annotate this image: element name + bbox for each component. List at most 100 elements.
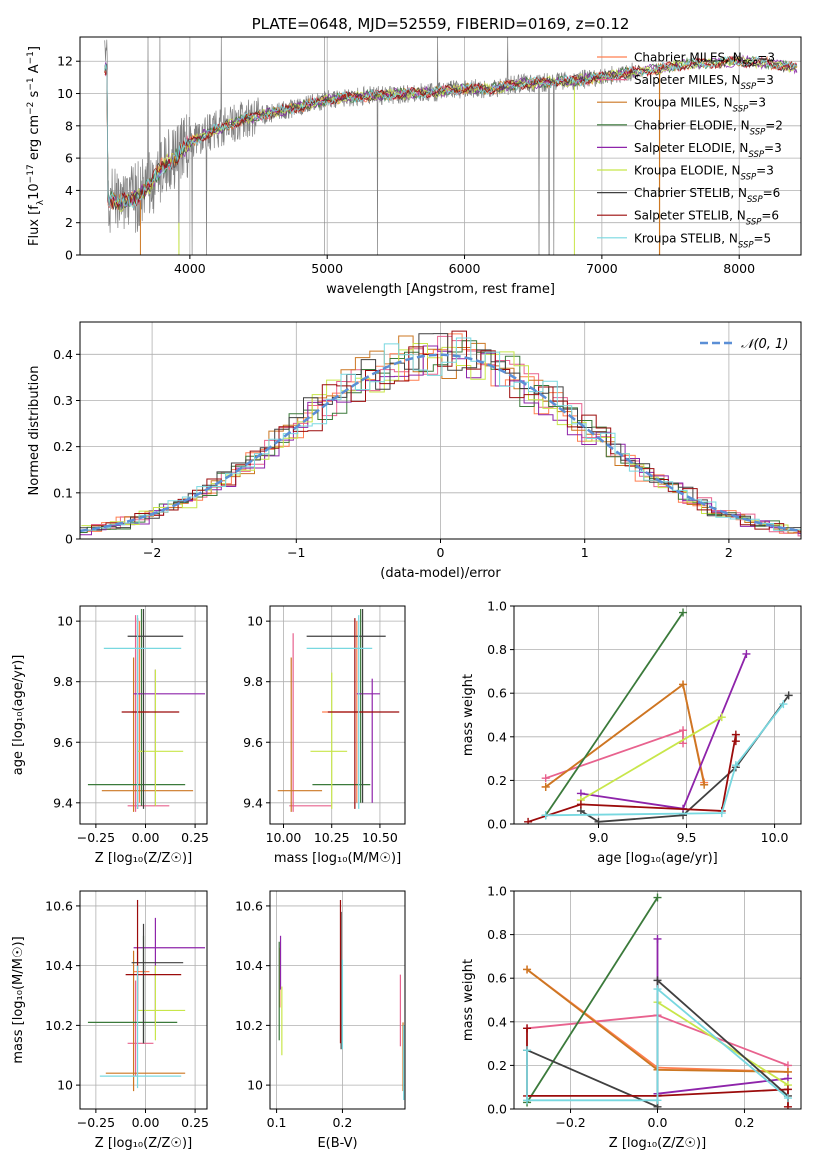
series-marker — [653, 1096, 662, 1105]
y-tick-label: 9.4 — [53, 795, 73, 810]
legend-entry-text: Salpeter MILES, N — [634, 73, 741, 87]
series-marker — [653, 985, 662, 994]
x-tick-label: 2 — [725, 545, 733, 560]
y-tick-label: 9.8 — [53, 674, 73, 689]
x-axis-label: (data-model)/error — [380, 566, 501, 581]
axes-age-vs-Z: −0.25 0.00 0.25 9.4 9.6 9.8 10 Z [log₁₀(Z/Z☉)] a… — [11, 605, 209, 866]
legend-entry-sub: SSP — [747, 195, 763, 205]
series-marker — [779, 700, 788, 709]
y-axis-label-part: −17 — [26, 164, 36, 183]
series-marker — [653, 976, 662, 985]
y-axis-label: age [log₁₀(age/yr)] — [11, 655, 26, 776]
y-axis-label-part: ] — [27, 46, 42, 51]
legend-entry-text: Chabrier ELODIE, N — [634, 118, 750, 132]
legend-entry-sub: SSP — [750, 127, 766, 137]
y-tick-label: 9.6 — [53, 735, 73, 750]
y-tick-label: 0 — [65, 532, 73, 547]
series-marker — [784, 691, 793, 700]
series-marker — [717, 713, 726, 722]
legend-entry: Chabrier MILES, NSSP=3 — [634, 51, 775, 70]
x-axis-label: wavelength [Angstrom, rest frame] — [326, 282, 555, 297]
y-tick-label: 0.8 — [487, 642, 507, 657]
plot-area-residuals — [80, 330, 801, 537]
legend-entry: Salpeter ELODIE, NSSP=3 — [634, 141, 782, 160]
series-marker — [523, 1046, 532, 1055]
plot-area-weight-vs-age — [524, 608, 793, 824]
axes-frame — [79, 890, 208, 1110]
x-tick-label: 10.25 — [314, 830, 350, 845]
axes-frame — [79, 605, 208, 825]
series-marker — [679, 680, 688, 689]
x-tick-label: −2 — [143, 545, 161, 560]
legend-entry-text: Kroupa ELODIE, N — [634, 164, 741, 178]
y-tick-label: 0.1 — [53, 485, 73, 500]
y-axis-label-part: Flux [f — [27, 205, 42, 246]
axes-weight-vs-age: 9.0 9.5 10.0 0.0 0.2 0.4 0.6 0.8 1.0 age [log₁₀(a… — [461, 599, 802, 866]
series-marker — [717, 809, 726, 818]
y-axis-label-part: −2 — [26, 102, 36, 115]
spectrum-model-line — [104, 56, 798, 209]
legend-entry-text: Chabrier STELIB, N — [634, 186, 747, 200]
chart-title: PLATE=0648, MJD=52559, FIBERID=0169, z=0… — [252, 15, 630, 33]
y-tick-label: 0 — [65, 248, 73, 263]
y-axis-label-part: 10 — [27, 183, 42, 200]
y-tick-label: 6 — [65, 151, 73, 166]
axes-frame — [79, 36, 802, 256]
y-tick-label: 10.2 — [235, 1018, 263, 1033]
legend-entry-tail: =6 — [763, 186, 781, 200]
legend-entry-sub: SSP — [733, 105, 749, 115]
x-tick-label: 9.5 — [677, 830, 697, 845]
legend-entry-text: Salpeter STELIB, N — [634, 209, 746, 223]
y-tick-label: 1.0 — [487, 884, 507, 899]
plot-area-weight-vs-Z — [523, 893, 792, 1109]
series-marker — [700, 780, 709, 789]
series-marker — [653, 934, 662, 943]
series-marker — [653, 893, 662, 902]
x-tick-label: 0.00 — [132, 1115, 160, 1130]
legend-entry-sub: SSP — [738, 240, 754, 250]
y-tick-label: 10.4 — [235, 958, 263, 973]
series-marker — [679, 726, 688, 735]
x-axis-label: E(B-V) — [317, 1136, 357, 1151]
x-tick-label: 0.2 — [332, 1115, 352, 1130]
x-tick-label: −0.25 — [77, 1115, 115, 1130]
x-tick-label: 5000 — [311, 261, 343, 276]
legend-entry: Kroupa MILES, NSSP=3 — [634, 96, 766, 115]
series-marker — [594, 817, 603, 824]
x-tick-label: 8000 — [723, 261, 755, 276]
legend-entry-sub: SSP — [741, 82, 757, 92]
y-tick-label: 0.4 — [487, 729, 507, 744]
series-marker — [541, 811, 550, 820]
x-tick-label: 0.0 — [648, 1115, 668, 1130]
y-tick-label: 0.2 — [487, 773, 507, 788]
y-tick-label: 10 — [57, 1078, 73, 1093]
x-axis-label: age [log₁₀(age/yr)] — [597, 851, 718, 866]
spectrum-data-line — [104, 37, 637, 255]
y-tick-label: 0.8 — [487, 927, 507, 942]
series-line — [580, 716, 723, 801]
x-axis-label: Z [log₁₀(Z/Z☉)] — [95, 851, 192, 866]
x-tick-label: 1 — [581, 545, 589, 560]
y-tick-label: 10 — [247, 614, 263, 629]
series-line — [545, 682, 706, 788]
legend-entry-tail: =2 — [765, 118, 783, 132]
legend-entry-tail: =3 — [756, 73, 774, 87]
y-tick-label: 10 — [57, 614, 73, 629]
x-tick-label: 0.1 — [267, 1115, 287, 1130]
y-tick-label: 0.2 — [53, 439, 73, 454]
y-axis-label-part: A — [27, 64, 42, 77]
series-marker — [742, 649, 751, 658]
y-tick-label: 10.2 — [45, 1018, 73, 1033]
legend-entry-tail: =3 — [756, 164, 774, 178]
y-tick-label: 0.6 — [487, 971, 507, 986]
x-tick-label: 10.50 — [362, 830, 398, 845]
plot-area-age-vs-Z — [87, 609, 206, 812]
series-marker — [523, 1024, 532, 1033]
plot-area-spectrum — [104, 37, 798, 255]
legend-entry-tail: =3 — [757, 51, 775, 65]
legend-entry-text: Kroupa STELIB, N — [634, 231, 738, 245]
legend-entry: Chabrier STELIB, NSSP=6 — [634, 186, 780, 205]
y-tick-label: 0.2 — [487, 1058, 507, 1073]
